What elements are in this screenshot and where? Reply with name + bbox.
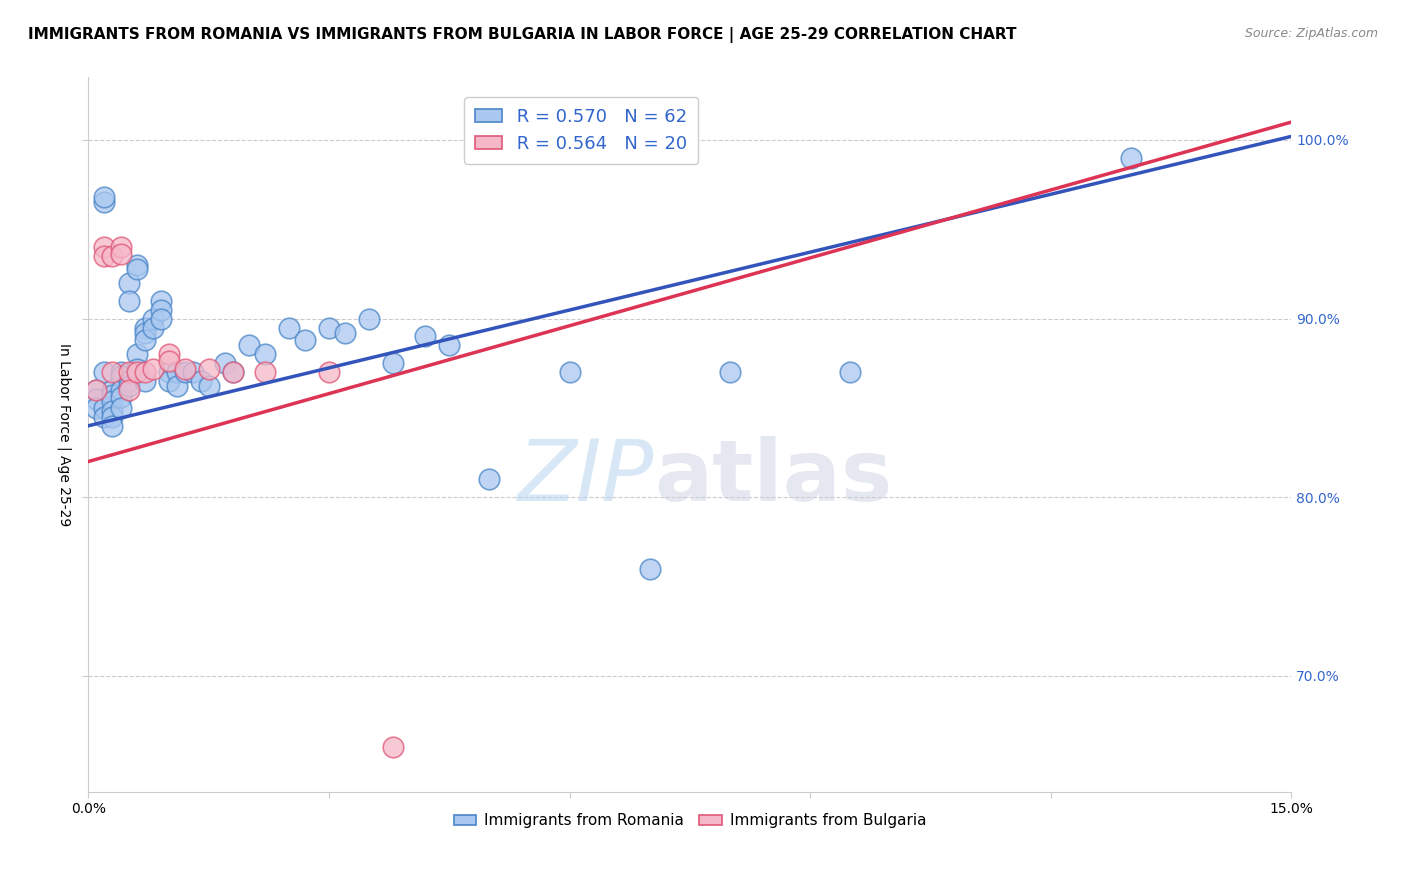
Point (93, 240, 115, 254)
Point (101, 404, 124, 418)
Point (190, 374, 212, 388)
Point (125, 261, 148, 276)
Point (101, 388, 124, 402)
Point (222, 365, 245, 379)
Point (93, 365, 115, 379)
Point (157, 354, 180, 368)
Point (333, 326, 356, 340)
Point (134, 365, 156, 379)
Point (142, 320, 165, 334)
Text: atlas: atlas (654, 436, 891, 519)
Point (110, 401, 132, 415)
Point (101, 418, 124, 433)
Point (134, 320, 156, 334)
Point (173, 365, 195, 379)
Text: Source: ZipAtlas.com: Source: ZipAtlas.com (1244, 27, 1378, 40)
Point (839, 365, 862, 379)
Point (1119, 151, 1142, 165)
Point (134, 374, 156, 388)
Point (134, 326, 156, 340)
Point (142, 311, 165, 326)
Point (117, 383, 139, 397)
Point (157, 347, 180, 361)
Point (197, 361, 219, 376)
Point (359, 311, 381, 326)
Point (222, 365, 245, 379)
Point (149, 293, 172, 308)
Point (149, 302, 172, 317)
Point (86, 392, 108, 406)
Point (277, 320, 299, 334)
Point (110, 368, 132, 383)
Point (101, 393, 124, 408)
Point (110, 365, 132, 379)
Point (125, 258, 148, 272)
Point (382, 740, 405, 755)
Point (214, 356, 236, 370)
Point (93, 249, 115, 263)
Point (101, 249, 124, 263)
Point (718, 365, 741, 379)
Point (110, 240, 132, 254)
Text: ZIP: ZIP (517, 436, 654, 519)
Point (558, 365, 581, 379)
Point (125, 347, 148, 361)
Point (478, 472, 501, 486)
Point (142, 361, 165, 376)
Point (166, 379, 188, 393)
Point (157, 365, 180, 379)
Point (382, 356, 405, 370)
Point (86, 401, 108, 415)
Point (197, 379, 219, 393)
Point (238, 338, 260, 352)
Point (125, 365, 148, 379)
Point (125, 361, 148, 376)
Point (93, 401, 115, 415)
Point (253, 365, 276, 379)
Point (157, 374, 180, 388)
Point (117, 365, 139, 379)
Point (253, 347, 276, 361)
Point (110, 247, 132, 261)
Point (117, 374, 139, 388)
Point (86, 383, 108, 397)
Point (413, 329, 436, 343)
Point (117, 276, 139, 290)
Point (117, 293, 139, 308)
Point (166, 365, 188, 379)
Point (93, 195, 115, 210)
Point (294, 333, 316, 347)
Point (181, 365, 204, 379)
Point (173, 361, 195, 376)
Legend: Immigrants from Romania, Immigrants from Bulgaria: Immigrants from Romania, Immigrants from… (447, 807, 932, 834)
Point (149, 311, 172, 326)
Text: IMMIGRANTS FROM ROMANIA VS IMMIGRANTS FROM BULGARIA IN LABOR FORCE | AGE 25-29 C: IMMIGRANTS FROM ROMANIA VS IMMIGRANTS FR… (28, 27, 1017, 43)
Point (134, 333, 156, 347)
Y-axis label: In Labor Force | Age 25-29: In Labor Force | Age 25-29 (58, 343, 72, 526)
Point (101, 383, 124, 397)
Point (439, 338, 461, 352)
Point (93, 409, 115, 424)
Point (86, 383, 108, 397)
Point (318, 320, 340, 334)
Point (318, 365, 340, 379)
Point (110, 383, 132, 397)
Point (101, 409, 124, 424)
Point (101, 365, 124, 379)
Point (110, 390, 132, 404)
Point (638, 562, 661, 576)
Point (117, 379, 139, 393)
Point (93, 190, 115, 204)
